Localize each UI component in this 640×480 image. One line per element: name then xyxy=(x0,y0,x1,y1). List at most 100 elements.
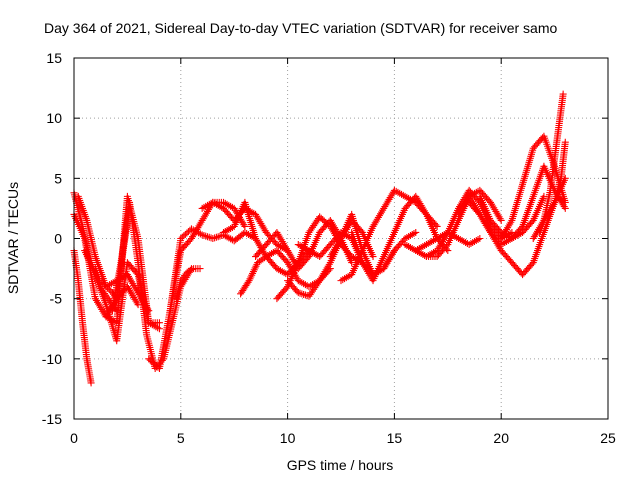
axis-ticks: 0 5 10 15 20 25 -15 -10 -5 0 5 10 15 xyxy=(42,50,616,446)
data-point xyxy=(104,284,112,292)
data-point xyxy=(419,251,427,259)
data-point xyxy=(403,233,411,241)
data-point xyxy=(460,238,468,246)
data-point xyxy=(266,251,274,259)
data-point xyxy=(205,233,213,241)
data-point xyxy=(198,204,206,212)
data-point xyxy=(225,201,233,209)
data-point xyxy=(225,234,233,242)
data-point xyxy=(109,279,117,287)
data-point xyxy=(309,249,317,257)
data-point xyxy=(104,314,112,322)
data-point xyxy=(204,201,211,209)
data-point xyxy=(264,252,272,260)
data-point xyxy=(106,315,114,323)
data-point xyxy=(342,274,350,282)
data-point xyxy=(561,138,569,146)
data-point xyxy=(211,234,219,242)
data-point xyxy=(278,268,286,276)
data-point xyxy=(221,199,229,207)
data-point xyxy=(405,232,413,240)
series-29 xyxy=(91,204,134,303)
x-axis-label: GPS time / hours xyxy=(287,457,394,473)
data-point xyxy=(300,290,308,298)
data-point xyxy=(469,239,477,247)
data-point xyxy=(221,227,229,235)
data-point xyxy=(406,244,414,252)
data-point xyxy=(341,275,349,283)
data-point xyxy=(462,239,470,247)
data-point xyxy=(417,250,425,258)
data-point xyxy=(396,189,404,197)
y-tick-label: -10 xyxy=(42,351,62,367)
data-point xyxy=(401,241,409,249)
data-point xyxy=(273,265,281,273)
data-point xyxy=(223,233,231,241)
data-point xyxy=(458,237,466,245)
data-point xyxy=(428,238,436,246)
x-tick-label: 5 xyxy=(177,430,185,446)
data-point xyxy=(559,90,567,98)
data-point xyxy=(471,238,478,246)
data-point xyxy=(202,232,210,240)
data-point xyxy=(225,225,233,233)
data-point xyxy=(268,250,276,258)
data-point xyxy=(209,198,217,206)
data-point xyxy=(282,284,290,292)
data-point xyxy=(298,279,306,287)
data-point xyxy=(211,199,219,207)
data-point xyxy=(273,241,281,249)
data-point xyxy=(200,203,208,211)
data-point xyxy=(212,233,220,241)
data-point xyxy=(152,323,160,331)
data-point xyxy=(99,280,107,288)
data-point xyxy=(223,200,231,208)
data-point xyxy=(430,249,438,257)
data-point xyxy=(204,233,211,241)
data-point xyxy=(304,254,312,262)
data-point xyxy=(193,228,201,236)
data-point xyxy=(102,313,110,321)
y-tick-label: -5 xyxy=(50,291,63,307)
data-point xyxy=(294,241,302,249)
data-point xyxy=(155,325,163,333)
data-point xyxy=(442,242,450,250)
data-point xyxy=(415,249,423,257)
data-point xyxy=(220,228,228,236)
data-point xyxy=(205,200,213,208)
data-point xyxy=(398,190,406,198)
data-point xyxy=(102,283,110,291)
data-point xyxy=(296,289,304,297)
series-30 xyxy=(173,265,204,303)
data-point xyxy=(262,253,270,261)
data-point xyxy=(196,230,204,238)
data-point xyxy=(417,244,425,252)
data-point xyxy=(87,379,95,387)
data-point xyxy=(497,216,505,224)
data-point xyxy=(430,237,438,245)
data-point xyxy=(369,253,377,261)
data-point xyxy=(394,188,402,196)
data-point xyxy=(296,278,304,286)
data-point xyxy=(467,240,475,248)
data-point xyxy=(200,231,208,239)
data-point xyxy=(198,231,206,239)
data-point xyxy=(214,233,222,241)
series-28 xyxy=(536,90,567,236)
data-point xyxy=(188,265,196,273)
y-axis-label: SDTVAR / TECUs xyxy=(5,182,21,294)
data-point xyxy=(301,281,309,289)
data-point xyxy=(426,251,434,259)
data-point xyxy=(399,191,407,199)
data-point xyxy=(301,245,309,253)
data-point xyxy=(246,231,254,239)
data-point xyxy=(150,322,158,330)
data-point xyxy=(408,230,416,238)
x-tick-label: 10 xyxy=(280,430,296,446)
data-point xyxy=(195,229,203,237)
data-point xyxy=(209,235,217,242)
data-point xyxy=(298,290,306,298)
data-point xyxy=(187,225,195,233)
data-point xyxy=(422,241,430,249)
